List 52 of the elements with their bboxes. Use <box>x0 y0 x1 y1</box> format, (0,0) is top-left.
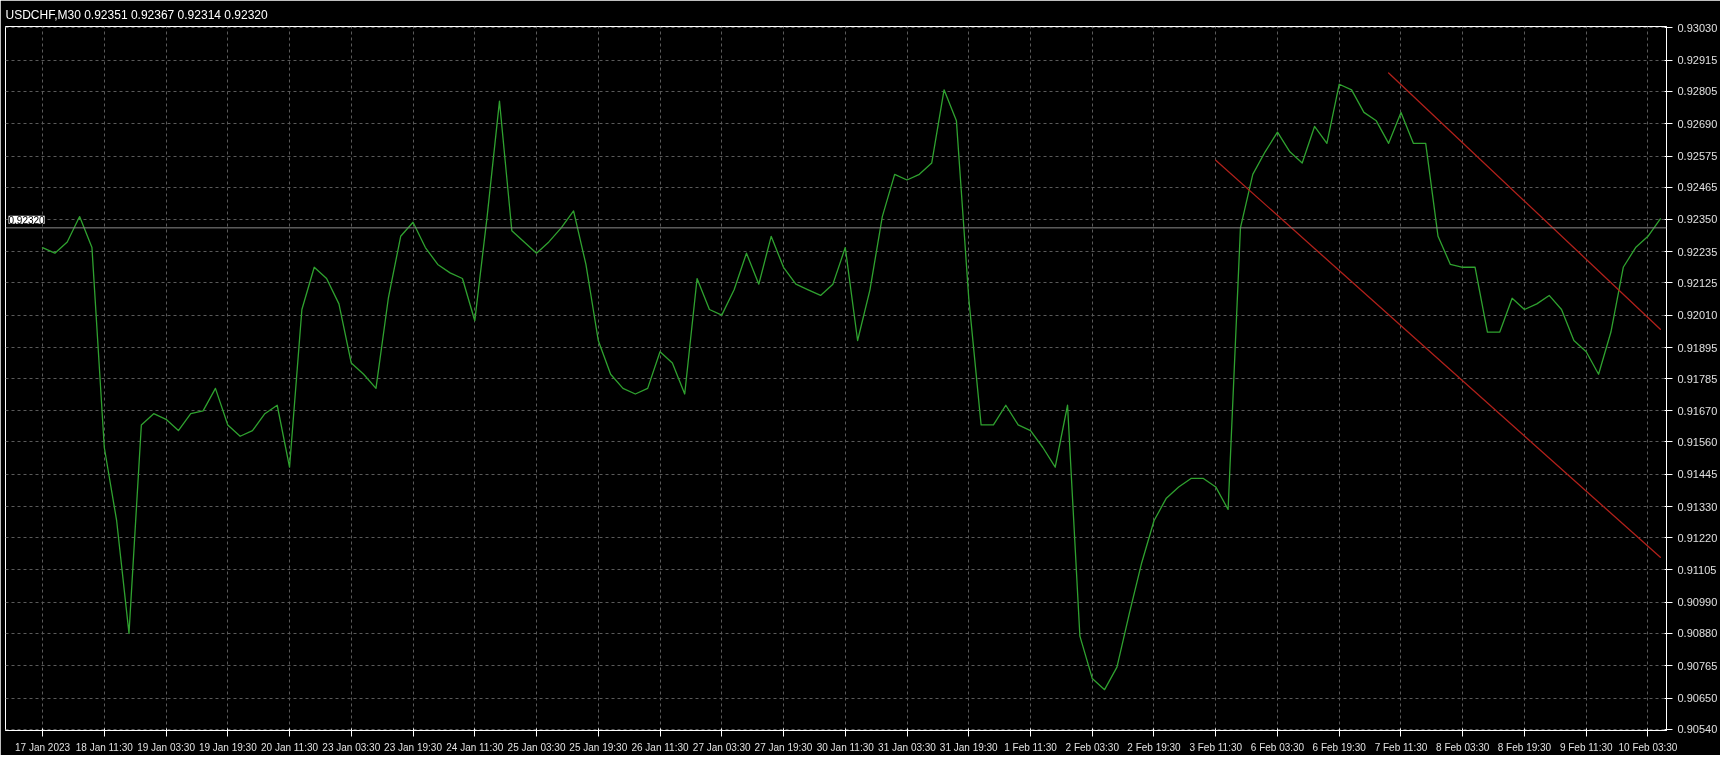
y-tick-label: 0.92805 <box>1677 85 1718 98</box>
x-tick-label: 6 Feb 03:30 <box>1250 741 1305 753</box>
y-tick-label: 0.93030 <box>1677 21 1718 34</box>
y-tick-label: 0.91895 <box>1677 341 1718 354</box>
x-tick-label: 25 Jan 03:30 <box>507 741 566 753</box>
y-tick-label: 0.91560 <box>1677 435 1718 448</box>
x-tick-label: 24 Jan 11:30 <box>446 741 504 753</box>
x-tick-label: 27 Jan 03:30 <box>692 741 752 753</box>
y-tick-label: 0.92010 <box>1677 309 1718 322</box>
x-tick-label: 7 Feb 11:30 <box>1374 741 1428 753</box>
y-tick-label: 0.91220 <box>1677 531 1718 544</box>
x-tick-label: 8 Feb 19:30 <box>1497 741 1552 753</box>
y-tick-label: 0.91105 <box>1677 563 1717 576</box>
x-tick-label: 9 Feb 11:30 <box>1559 741 1613 753</box>
y-tick-label: 0.90650 <box>1677 692 1718 705</box>
y-tick-label: 0.90880 <box>1677 627 1718 640</box>
x-tick-label: 18 Jan 11:30 <box>75 741 134 753</box>
x-tick-label: 10 Feb 03:30 <box>1618 741 1678 753</box>
y-tick-label: 0.90540 <box>1677 723 1718 736</box>
y-tick-label: 0.91670 <box>1677 404 1718 417</box>
y-tick-label: 0.92575 <box>1677 150 1718 163</box>
y-tick-label: 0.90990 <box>1677 596 1718 609</box>
y-tick-label: 0.92915 <box>1677 54 1718 67</box>
x-tick-label: 30 Jan 11:30 <box>816 741 875 753</box>
ref-line-label: 0.92320 <box>8 214 46 226</box>
y-tick-label: 0.91445 <box>1677 468 1718 481</box>
x-tick-label: 3 Feb 11:30 <box>1189 741 1243 753</box>
x-tick-label: 19 Jan 03:30 <box>137 741 196 753</box>
y-tick-label: 0.90765 <box>1677 659 1718 672</box>
y-tick-label: 0.92235 <box>1677 245 1718 258</box>
y-tick-label: 0.92125 <box>1677 276 1718 289</box>
x-tick-label: 17 Jan 2023 <box>15 741 71 753</box>
x-tick-label: 26 Jan 11:30 <box>631 741 689 753</box>
x-tick-label: 1 Feb 11:30 <box>1004 741 1058 753</box>
y-tick-label: 0.92690 <box>1677 117 1718 130</box>
y-tick-label: 0.91330 <box>1677 500 1718 513</box>
x-tick-label: 2 Feb 03:30 <box>1065 741 1120 753</box>
y-tick-label: 0.91785 <box>1677 372 1718 385</box>
y-tick-label: 0.92465 <box>1677 181 1718 194</box>
x-tick-label: 31 Jan 03:30 <box>878 741 937 753</box>
x-tick-label: 27 Jan 19:30 <box>754 741 813 753</box>
y-tick-label: 0.92350 <box>1677 213 1718 226</box>
x-tick-label: 20 Jan 11:30 <box>260 741 319 753</box>
x-tick-label: 23 Jan 03:30 <box>322 741 381 753</box>
x-tick-label: 23 Jan 19:30 <box>384 741 443 753</box>
x-tick-label: 19 Jan 19:30 <box>198 741 258 753</box>
x-tick-label: 25 Jan 19:30 <box>569 741 628 753</box>
x-tick-label: 2 Feb 19:30 <box>1127 741 1182 753</box>
x-tick-label: 6 Feb 19:30 <box>1312 741 1367 753</box>
chart-title: USDCHF,M30 0.92351 0.92367 0.92314 0.92320 <box>5 7 269 22</box>
x-tick-label: 8 Feb 03:30 <box>1436 741 1490 753</box>
x-tick-label: 31 Jan 19:30 <box>939 741 999 753</box>
